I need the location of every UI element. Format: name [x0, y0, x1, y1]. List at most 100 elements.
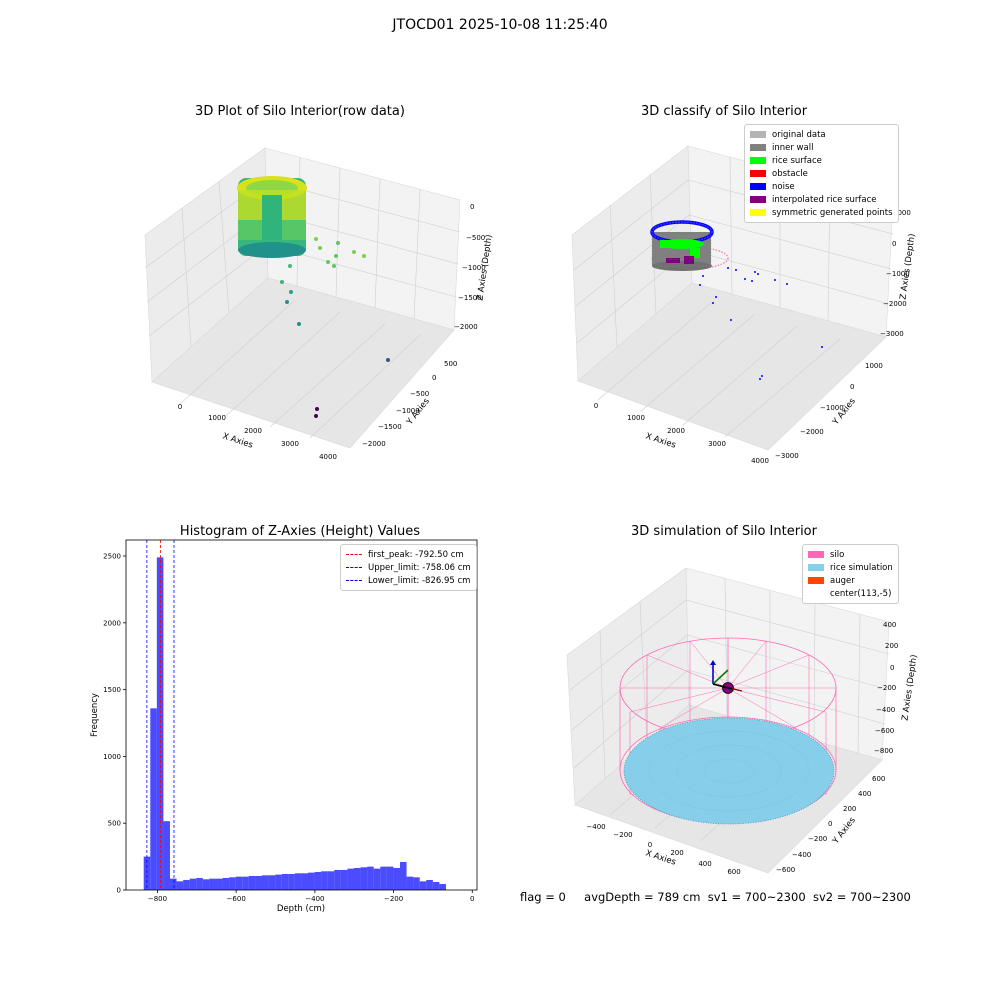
sim-ztick: 0 — [890, 664, 894, 672]
histogram-bar — [340, 869, 348, 890]
histogram-bar — [294, 873, 302, 890]
sim-ytick: −400 — [792, 851, 811, 859]
legend-label: obstacle — [772, 168, 808, 179]
histogram-vlines — [146, 540, 175, 890]
legend-entry: silo — [808, 548, 893, 561]
classify-data-points — [650, 220, 823, 380]
histogram-bar — [215, 878, 223, 890]
classify-xtick: 3000 — [708, 440, 726, 448]
histogram-bar — [255, 875, 262, 890]
sim-zlabel: Z Axies (Depth) — [900, 654, 919, 721]
histogram-frame — [125, 539, 478, 891]
legend-label: Lower_limit: -826.95 cm — [368, 575, 471, 586]
sim-ztick: 400 — [883, 621, 896, 629]
sim-xtick: 600 — [727, 868, 740, 876]
raw-ytick: −1500 — [378, 423, 402, 431]
legend-line — [346, 580, 362, 581]
raw-ytick: 0 — [432, 374, 436, 382]
histogram-bar — [196, 877, 203, 890]
legend-entry: inner wall — [750, 141, 893, 154]
classify-xtick: 1000 — [627, 414, 645, 422]
sv2-text: sv2 = 700~2300 — [812, 890, 911, 904]
sim-xtick: −200 — [613, 831, 632, 839]
histogram-bar — [235, 876, 243, 890]
histogram-bar — [143, 856, 151, 890]
histogram-bar — [281, 873, 289, 890]
legend-entry: first_peak: -792.50 cm — [346, 548, 471, 561]
histogram-bar — [150, 708, 157, 890]
histogram-xtick-label: 0 — [470, 895, 474, 903]
histogram-yticks: 0 500 1000 1500 2000 2500 — [103, 553, 126, 895]
classify-ztick: −3000 — [880, 330, 904, 338]
histogram-bar — [426, 879, 433, 890]
sim-ztick: −800 — [874, 747, 893, 755]
legend-entry: obstacle — [750, 167, 893, 180]
legend-swatch — [808, 590, 824, 597]
raw-xtick: 3000 — [281, 440, 299, 448]
classify-xtick: 2000 — [667, 427, 685, 435]
legend-label: original data — [772, 129, 826, 140]
histogram-bar — [189, 878, 197, 890]
rice-simulation-surface — [623, 717, 835, 825]
raw-ztick: −1000 — [462, 264, 486, 272]
sim-xtick: 0 — [648, 841, 652, 849]
histogram-bar — [321, 871, 328, 890]
legend-swatch — [750, 144, 766, 151]
classify-legend: original data inner wall rice surface ob… — [744, 124, 899, 223]
histogram-bar — [347, 868, 354, 890]
sim-ztick: −200 — [877, 684, 896, 692]
legend-entry: rice simulation — [808, 561, 893, 574]
histogram-bar — [222, 877, 230, 890]
legend-label: rice simulation — [830, 562, 893, 573]
histogram-ytick-label: 2500 — [103, 553, 121, 561]
avg-depth-text: avgDepth = 789 cm — [584, 890, 701, 904]
classify-ytick: 1000 — [865, 362, 883, 370]
legend-label: symmetric generated points — [772, 207, 893, 218]
status-footer: flag = 0 avgDepth = 789 cm sv1 = 700~230… — [520, 890, 911, 904]
legend-label: Upper_limit: -758.06 cm — [368, 562, 471, 573]
histogram-xtick-label: −200 — [384, 895, 403, 903]
classify-zlabel: Z Axies (Depth) — [898, 233, 917, 300]
raw-ztick: 0 — [470, 203, 474, 211]
histogram-bar — [419, 881, 427, 890]
histogram-bar — [386, 866, 394, 890]
classify-ztick: −1000 — [886, 270, 910, 278]
sv1-text: sv1 = 700~2300 — [707, 890, 806, 904]
histogram-ylabel: Frequency — [90, 693, 100, 737]
raw-ztick: −1500 — [458, 294, 482, 302]
sim-ytick: −600 — [776, 866, 795, 874]
histogram-xticks: −800 −600 −400 −200 0 — [148, 890, 475, 903]
histogram-ytick-label: 2000 — [103, 619, 121, 627]
sim-ztick: −600 — [875, 727, 894, 735]
histogram-bar — [334, 869, 341, 890]
legend-swatch — [750, 196, 766, 203]
histogram-legend: first_peak: -792.50 cm Upper_limit: -758… — [340, 544, 477, 591]
histogram-bar — [413, 877, 420, 890]
legend-label: silo — [830, 549, 845, 560]
histogram-ytick-label: 0 — [117, 887, 121, 895]
histogram-bar — [439, 883, 446, 890]
histogram-bar — [242, 876, 249, 890]
figure-title: JTOCD01 2025-10-08 11:25:40 — [392, 17, 608, 33]
legend-label: inner wall — [772, 142, 814, 153]
histogram-bar — [393, 867, 400, 890]
legend-label: center(113,-5) — [830, 588, 892, 599]
simulation-plot-title: 3D simulation of Silo Interior — [631, 524, 817, 539]
histogram-bar — [288, 873, 295, 890]
sim-xtick: 200 — [670, 849, 683, 857]
legend-swatch — [750, 170, 766, 177]
legend-swatch — [808, 577, 824, 584]
histogram-bar — [307, 872, 315, 890]
histogram-axes: −800 −600 −400 −200 0 0 500 1000 1500 2000 2500 D… — [90, 539, 478, 914]
flag-text: flag = 0 — [520, 890, 566, 904]
legend-entry: original data — [750, 128, 893, 141]
histogram-xtick-label: −800 — [148, 895, 167, 903]
legend-entry: auger — [808, 574, 893, 587]
raw-ytick: −2000 — [362, 440, 386, 448]
sim-ztick: 200 — [885, 642, 898, 650]
histogram-xtick-label: −600 — [227, 895, 246, 903]
legend-label: interpolated rice surface — [772, 194, 877, 205]
histogram-bar — [275, 874, 282, 890]
legend-swatch — [750, 209, 766, 216]
sim-ytick: 0 — [828, 820, 832, 828]
